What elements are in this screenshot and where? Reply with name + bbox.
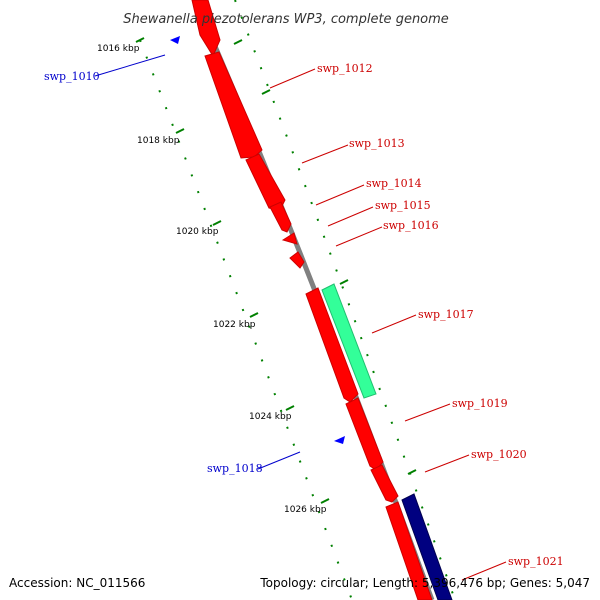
gene-arrow-swp_1016[interactable] xyxy=(289,251,305,269)
gene-arrow-swp_1012[interactable] xyxy=(204,51,263,159)
scale-label: 1020 kbp xyxy=(176,227,219,237)
major-tick xyxy=(249,312,259,318)
gene-arrow-swp_1020[interactable] xyxy=(370,464,399,503)
map-title: Shewanella piezotolerans WP3, complete g… xyxy=(123,12,449,27)
major-tick xyxy=(212,220,222,226)
gene-label-swp_1021[interactable]: swp_1021 xyxy=(508,555,564,568)
gene-dark-swp_1021[interactable] xyxy=(401,493,453,600)
topology-label: Topology: circular; Length: 5,396,476 bp… xyxy=(259,576,590,590)
gene-label-swp_1018[interactable]: swp_1018 xyxy=(207,462,263,475)
gene-rna-swp_1017[interactable] xyxy=(321,283,377,399)
scale-label: 1018 kbp xyxy=(137,136,180,146)
scale-label: 1022 kbp xyxy=(213,320,256,330)
leader-swp_1014 xyxy=(315,184,365,206)
scale-label: 1016 kbp xyxy=(97,44,140,54)
major-tick xyxy=(175,128,185,134)
gene-label-swp_1014[interactable]: swp_1014 xyxy=(366,177,422,190)
gene-arrow-swp_1015[interactable] xyxy=(281,232,298,245)
major-tick xyxy=(407,469,417,475)
gene-label-swp_1010[interactable]: swp_1010 xyxy=(44,70,100,83)
leader-swp_1017 xyxy=(371,314,417,334)
leader-swp_1010 xyxy=(94,54,166,77)
leader-swp_1020 xyxy=(424,454,470,473)
gene-arrow-swp_1014[interactable] xyxy=(269,201,292,233)
inner-scale-arc xyxy=(139,39,353,600)
leader-swp_1013 xyxy=(301,144,349,164)
major-tick xyxy=(339,279,349,285)
gene-arrow-swp_1018[interactable] xyxy=(334,436,345,444)
leader-swp_1018 xyxy=(257,451,301,470)
major-tick xyxy=(261,89,271,95)
gene-label-swp_1017[interactable]: swp_1017 xyxy=(418,308,474,321)
major-tick xyxy=(135,37,145,43)
major-tick xyxy=(320,498,330,504)
accession-label: Accession: NC_011566 xyxy=(9,576,145,590)
gene-arrow-swp_1019[interactable] xyxy=(345,397,384,471)
leader-swp_1021 xyxy=(461,561,507,581)
leader-swp_1012 xyxy=(269,68,316,89)
leader-swp_1019 xyxy=(404,403,451,422)
gene-label-swp_1013[interactable]: swp_1013 xyxy=(349,137,405,150)
gene-label-swp_1020[interactable]: swp_1020 xyxy=(471,448,527,461)
leader-swp_1016 xyxy=(335,226,383,247)
gene-label-swp_1012[interactable]: swp_1012 xyxy=(317,62,373,75)
gene-label-swp_1016[interactable]: swp_1016 xyxy=(383,219,439,232)
gene-arrow-swp_1017a[interactable] xyxy=(305,287,359,403)
gene-arrow-swp_1010[interactable] xyxy=(170,36,180,44)
gene-label-swp_1019[interactable]: swp_1019 xyxy=(452,397,508,410)
gene-label-swp_1015[interactable]: swp_1015 xyxy=(375,199,431,212)
leader-swp_1015 xyxy=(327,206,374,227)
scale-label: 1026 kbp xyxy=(284,505,327,515)
major-tick xyxy=(285,405,295,411)
major-tick xyxy=(233,39,243,45)
scale-label: 1024 kbp xyxy=(249,412,292,422)
gene-arrow-swp_1021[interactable] xyxy=(385,501,433,600)
gene-arrow-swp_1012-pre[interactable] xyxy=(191,0,221,58)
